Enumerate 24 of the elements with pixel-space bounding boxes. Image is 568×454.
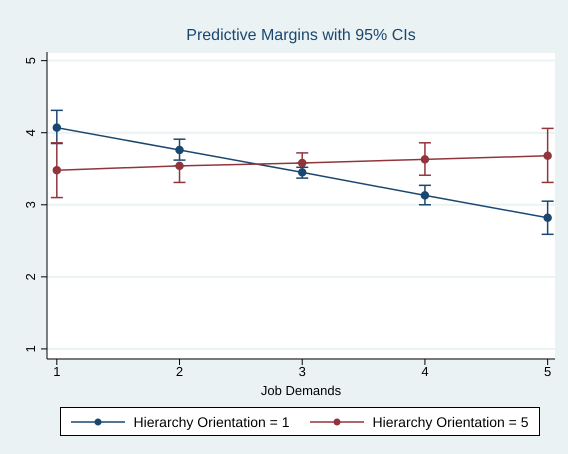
legend-label: Hierarchy Orientation = 5 bbox=[371, 414, 529, 430]
x-tick-label: 1 bbox=[53, 364, 60, 380]
y-tick-label: 5 bbox=[23, 57, 38, 64]
y-tick-label: 3 bbox=[23, 201, 38, 208]
legend-label: Hierarchy Orientation = 1 bbox=[132, 414, 290, 430]
y-tick-label: 2 bbox=[23, 273, 38, 280]
point bbox=[298, 158, 306, 168]
y-tick-label: 4 bbox=[23, 129, 38, 136]
point bbox=[298, 168, 306, 177]
point bbox=[175, 146, 184, 154]
point bbox=[543, 152, 552, 160]
x-tick-label: 3 bbox=[298, 364, 306, 380]
x-axis-title: Job Demands bbox=[260, 383, 342, 398]
chart-title: Predictive Margins with 95% CIs bbox=[185, 27, 417, 45]
point bbox=[52, 166, 62, 174]
point bbox=[543, 214, 552, 222]
x-tick-label: 5 bbox=[544, 364, 552, 380]
point bbox=[52, 123, 62, 132]
y-tick-label: 1 bbox=[23, 345, 38, 353]
x-tick-label: 2 bbox=[176, 364, 184, 380]
point bbox=[420, 191, 430, 200]
point bbox=[175, 162, 184, 170]
point bbox=[420, 155, 430, 164]
x-tick-label: 4 bbox=[421, 364, 429, 380]
